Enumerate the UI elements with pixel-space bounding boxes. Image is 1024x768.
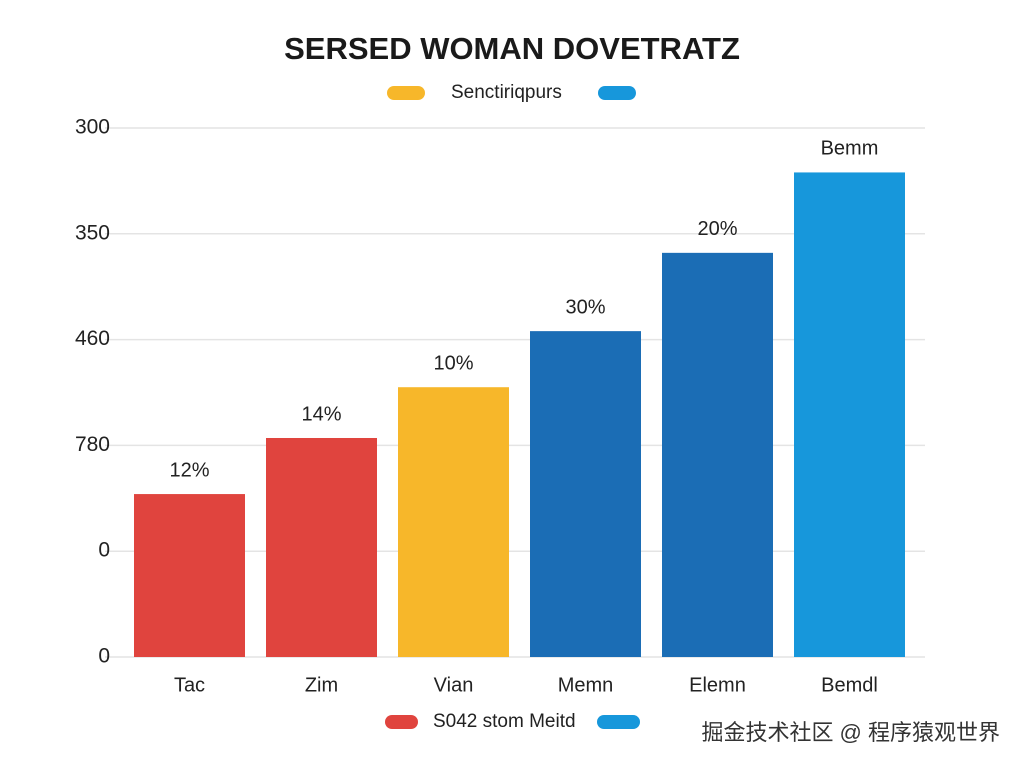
y-tick-label: 300 (75, 116, 110, 139)
bar-annotation: 10% (433, 352, 473, 374)
y-tick-label: 350 (75, 221, 110, 244)
bar (662, 252, 773, 657)
bar-annotation: 14% (301, 403, 341, 425)
watermark: 掘金技术社区 @ 程序猿观世界 (701, 720, 1000, 745)
bar (266, 437, 377, 657)
x-tick-label: Zim (305, 674, 338, 696)
bar-annotation: 12% (169, 459, 209, 481)
bar-annotation: 20% (697, 218, 737, 240)
legend-label: S042 stom Meitd (433, 711, 576, 732)
bar (134, 494, 245, 657)
bar-annotation: Bemm (821, 138, 879, 160)
chart-title: SERSED WOMAN DOVETRATZ (284, 31, 740, 66)
x-tick-label: Bemdl (821, 674, 878, 696)
legend-swatch (385, 715, 418, 729)
y-tick-label: 0 (98, 539, 110, 562)
x-tick-label: Vian (434, 674, 474, 696)
legend-swatch (387, 86, 425, 100)
legend-label: Senctiriqpurs (451, 82, 562, 103)
x-tick-label: Elemn (689, 674, 746, 696)
bar (794, 172, 905, 657)
x-tick-label: Tac (174, 674, 205, 696)
y-tick-label: 780 (75, 433, 110, 456)
bar-annotation: 30% (565, 296, 605, 318)
bar (398, 387, 509, 657)
legend-swatch (598, 86, 636, 100)
y-tick-label: 460 (75, 327, 110, 350)
legend-swatch (597, 715, 640, 729)
bar (530, 331, 641, 657)
x-tick-label: Memn (558, 674, 614, 696)
y-tick-label: 0 (98, 645, 110, 668)
